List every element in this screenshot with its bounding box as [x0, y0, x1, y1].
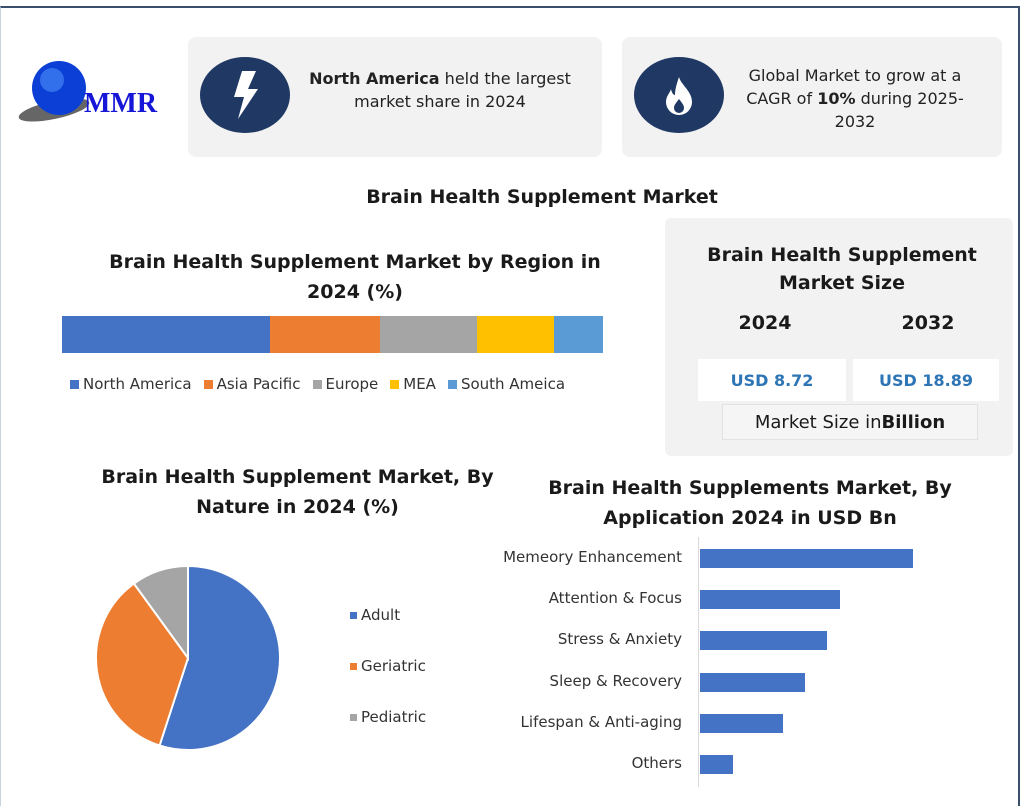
legend-item: Asia Pacific — [203, 375, 301, 393]
lightning-icon — [200, 57, 290, 133]
application-bar — [700, 631, 827, 651]
region-segment-1 — [270, 316, 381, 353]
region-segment-2 — [380, 316, 477, 353]
logo: MMR — [14, 58, 174, 128]
main-title: Brain Health Supplement Market — [366, 186, 718, 208]
pie-slice-pediatric — [132, 564, 189, 662]
nature-chart-title: Brain Health Supplement Market, By Natur… — [101, 466, 494, 518]
application-bar — [700, 590, 840, 610]
region-chart-title: Brain Health Supplement Market by Region… — [109, 251, 601, 303]
highlight-card-cagr: Global Market to grow at a CAGR of 10% d… — [622, 37, 1002, 157]
legend-item: South Ameica — [447, 375, 565, 393]
application-label: Sleep & Recovery — [549, 671, 682, 690]
highlight-text: North America held the largest market sh… — [309, 69, 571, 111]
application-bar — [700, 713, 783, 733]
region-legend: North America Asia Pacific Europe MEA South … — [70, 375, 630, 393]
unit-label: Market Size in Billion — [722, 404, 978, 440]
application-label: Stress & Anxiety — [557, 630, 682, 649]
application-chart-title: Brain Health Supplements Market, By Appl… — [548, 477, 952, 529]
legend-item: Geriatric — [350, 657, 426, 675]
page-frame — [0, 6, 1020, 806]
pie-slice-geriatric — [95, 582, 190, 747]
legend-item: Europe — [312, 375, 378, 393]
flame-icon — [634, 57, 724, 133]
region-stacked-bar — [62, 316, 603, 353]
value-2032: USD 18.89 — [853, 359, 999, 401]
application-label: Attention & Focus — [548, 589, 682, 608]
market-size-title: Brain Health Supplement Market Size — [707, 244, 977, 294]
logo-text: MMR — [84, 88, 158, 119]
globe-logo-icon — [18, 61, 90, 122]
region-segment-3 — [476, 316, 554, 353]
highlight-text: Global Market to grow at a CAGR of 10% d… — [746, 66, 964, 131]
value-2024: USD 8.72 — [698, 359, 846, 401]
nature-pie-chart — [95, 564, 281, 751]
legend-item: North America — [70, 375, 192, 393]
market-size-card: Brain Health Supplement Market Size 2024… — [665, 218, 1013, 456]
legend-item: Pediatric — [350, 708, 426, 726]
application-bar — [700, 672, 806, 692]
application-bar — [700, 755, 733, 774]
application-label: Lifespan & Anti-aging — [520, 712, 682, 731]
region-segment-0 — [62, 316, 271, 353]
legend-item: Adult — [350, 606, 426, 624]
year-2032: 2032 — [901, 312, 955, 334]
region-segment-4 — [553, 316, 603, 353]
year-2024: 2024 — [738, 312, 792, 334]
application-label: Memeory Enhancement — [503, 548, 682, 566]
nature-legend: Adult Geriatric Pediatric — [350, 606, 426, 759]
application-label: Others — [631, 754, 682, 772]
legend-item: MEA — [390, 375, 436, 393]
highlight-card-region: North America held the largest market sh… — [188, 37, 602, 157]
pie-slice-adult — [158, 564, 281, 751]
application-axis — [698, 537, 699, 787]
application-bar — [700, 549, 913, 568]
